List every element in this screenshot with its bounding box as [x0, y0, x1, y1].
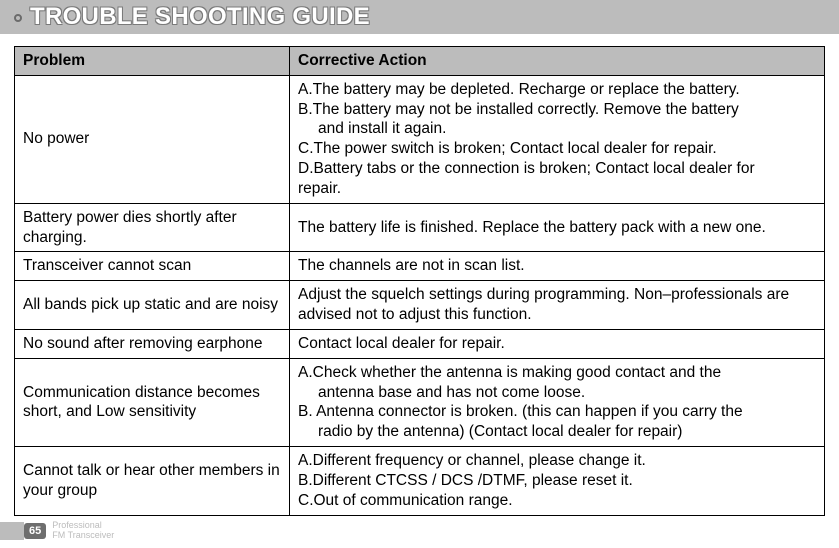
action-line: antenna base and has not come loose. — [298, 383, 816, 403]
action-line: A.The battery may be depleted. Recharge … — [298, 80, 816, 100]
cell-problem: Battery power dies shortly after chargin… — [15, 203, 290, 252]
action-line: radio by the antenna) (Contact local dea… — [298, 422, 816, 442]
table-row: All bands pick up static and are noisyAd… — [15, 281, 825, 330]
table-row: No power A.The battery may be depleted. R… — [15, 75, 825, 203]
cell-problem: No sound after removing earphone — [15, 329, 290, 358]
cell-action: A.Check whether the antenna is making go… — [290, 358, 825, 446]
table-body: No power A.The battery may be depleted. R… — [15, 75, 825, 515]
page-title: TROUBLE SHOOTING GUIDE — [30, 3, 370, 31]
page-number-badge: 65 — [24, 523, 46, 539]
cell-action: A.The battery may be depleted. Recharge … — [290, 75, 825, 203]
cell-action: A.Different frequency or channel, please… — [290, 447, 825, 515]
action-line: C.Out of communication range. — [298, 491, 816, 511]
cell-problem: No power — [15, 75, 290, 203]
content-area: Problem Corrective Action No power A.The … — [0, 34, 839, 516]
cell-problem: All bands pick up static and are noisy — [15, 281, 290, 330]
action-line: and install it again. — [298, 119, 816, 139]
table-row: No sound after removing earphoneContact … — [15, 329, 825, 358]
footer-bar — [0, 522, 24, 540]
cell-action: The battery life is finished. Replace th… — [290, 203, 825, 252]
table-header-row: Problem Corrective Action — [15, 47, 825, 76]
cell-problem: Communication distance becomes short, an… — [15, 358, 290, 446]
action-line: A.Different frequency or channel, please… — [298, 451, 816, 471]
cell-problem: Transceiver cannot scan — [15, 252, 290, 281]
action-line: A.Check whether the antenna is making go… — [298, 363, 816, 383]
footer-text: Professional FM Transceiver — [52, 521, 114, 540]
troubleshooting-table: Problem Corrective Action No power A.The … — [14, 46, 825, 516]
bullet-icon — [14, 14, 22, 22]
header-problem: Problem — [15, 47, 290, 76]
page: TROUBLE SHOOTING GUIDE Problem Correctiv… — [0, 0, 839, 548]
action-line: D.Battery tabs or the connection is brok… — [298, 159, 816, 179]
action-line: B.The battery may not be installed corre… — [298, 100, 816, 120]
cell-problem: Cannot talk or hear other members in you… — [15, 447, 290, 515]
cell-action: Adjust the squelch settings during progr… — [290, 281, 825, 330]
action-line: repair. — [298, 179, 816, 199]
header-action: Corrective Action — [290, 47, 825, 76]
table-row: Transceiver cannot scanThe channels are … — [15, 252, 825, 281]
title-bar: TROUBLE SHOOTING GUIDE — [0, 0, 839, 34]
table-row: Cannot talk or hear other members in you… — [15, 447, 825, 515]
cell-action: Contact local dealer for repair. — [290, 329, 825, 358]
table-row: Communication distance becomes short, an… — [15, 358, 825, 446]
footer: 65 Professional FM Transceiver — [0, 521, 114, 540]
table-row: Battery power dies shortly after chargin… — [15, 203, 825, 252]
action-line: C.The power switch is broken; Contact lo… — [298, 139, 816, 159]
action-line: B. Antenna connector is broken. (this ca… — [298, 402, 816, 422]
action-line: B.Different CTCSS / DCS /DTMF, please re… — [298, 471, 816, 491]
cell-action: The channels are not in scan list. — [290, 252, 825, 281]
footer-line2: FM Transceiver — [52, 531, 114, 540]
